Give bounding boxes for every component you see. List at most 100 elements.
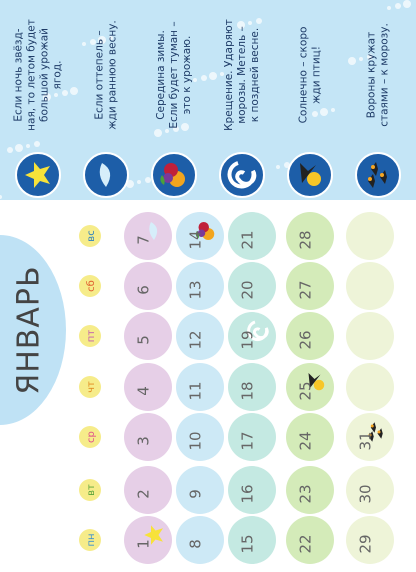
sign-text: это к урожаю. [181, 36, 193, 115]
day-circle [124, 363, 172, 411]
icon [195, 222, 215, 240]
day-number: 14 [187, 230, 205, 249]
sign-text: к поздней весне. [249, 28, 261, 122]
day-circle [228, 212, 276, 260]
weekday-dot [79, 426, 101, 448]
day-number: 22 [297, 534, 315, 553]
day-circle [124, 262, 172, 310]
icon [368, 422, 383, 442]
icon [149, 222, 158, 240]
icon [247, 320, 269, 342]
swirl-icon [227, 161, 257, 189]
day-number: 29 [357, 534, 375, 553]
icon [368, 162, 387, 188]
snowflake [284, 162, 290, 168]
day-number: 18 [239, 381, 257, 400]
day-number: 7 [135, 235, 153, 245]
weekday-dot [79, 225, 101, 247]
crow-head [368, 177, 372, 181]
day-number: 1 [135, 539, 153, 549]
fruit-icon [163, 173, 173, 183]
swirl-icon [247, 320, 269, 342]
weekday-dot [79, 479, 101, 501]
snowflake [137, 180, 141, 184]
crow-head [368, 433, 372, 437]
weekday-label: вт [86, 484, 97, 496]
snowflake [165, 129, 169, 133]
crow-icon [371, 162, 378, 176]
day-number: 16 [239, 484, 257, 503]
snowflake [90, 39, 96, 45]
sign-text: жди раннюю весну. [107, 20, 119, 130]
snowflake [256, 18, 262, 24]
day-number: 31 [357, 431, 375, 450]
sign-text: Солнечно – скоро [298, 27, 310, 124]
day-number: 27 [297, 280, 315, 299]
day-circle [286, 466, 334, 514]
snowflake [403, 0, 411, 8]
sign-text: ягод. [52, 61, 64, 90]
bird-icon [300, 163, 316, 183]
day-circle [124, 466, 172, 514]
snowflake [0, 195, 2, 199]
snowflake [359, 57, 363, 61]
fruit-icon [197, 229, 206, 237]
snowflake [98, 36, 106, 44]
day-number: 26 [297, 330, 315, 349]
day-circle [346, 312, 394, 360]
snowflake [312, 111, 318, 117]
snowflake [70, 87, 78, 95]
day-circle [228, 413, 276, 461]
weekday-label: пн [86, 533, 97, 546]
leaf-icon [160, 175, 165, 185]
day-number: 25 [297, 381, 315, 400]
icon [160, 163, 185, 187]
leaf-icon [195, 231, 199, 239]
day-number: 2 [135, 489, 153, 499]
signs-panel [0, 0, 416, 200]
sign-icon-bg [219, 152, 265, 198]
sign-text: морозы. Метель – [236, 26, 248, 124]
day-number: 10 [187, 431, 205, 450]
snowflake [26, 144, 30, 148]
icon [308, 373, 325, 391]
day-circle [176, 516, 224, 564]
day-circle [286, 312, 334, 360]
snowflake [109, 36, 113, 40]
drop-icon [99, 163, 111, 187]
sign-text: Если будет туман – [168, 21, 180, 128]
sign-text: ная, то летом будет [26, 19, 38, 131]
snowflake [348, 57, 356, 65]
weekday-label: сб [86, 280, 97, 292]
snowflake [248, 21, 252, 25]
crow-icon [368, 174, 375, 188]
day-circle [346, 466, 394, 514]
day-number: 11 [187, 381, 205, 400]
weekday-label: ср [86, 431, 97, 443]
bird-icon [308, 373, 321, 388]
snowflake [395, 3, 401, 9]
day-circle [176, 466, 224, 514]
day-number: 24 [297, 431, 315, 450]
crow-head [370, 424, 374, 428]
day-circle [346, 262, 394, 310]
day-circle [176, 363, 224, 411]
sign-text: Вороны кружат [366, 32, 378, 118]
day-circle [176, 413, 224, 461]
weekday-dot [79, 376, 101, 398]
snowflake [62, 90, 68, 96]
star-icon [25, 162, 50, 188]
day-circle [124, 516, 172, 564]
day-number: 23 [297, 484, 315, 503]
day-number: 3 [135, 436, 153, 446]
day-circle [228, 262, 276, 310]
crow-icon [380, 170, 387, 184]
sign-text: большой урожай [39, 28, 51, 122]
day-number: 13 [187, 280, 205, 299]
snowflake [34, 141, 40, 147]
crow-icon [370, 422, 376, 433]
snowflake [15, 144, 23, 152]
snowflake [387, 6, 391, 10]
